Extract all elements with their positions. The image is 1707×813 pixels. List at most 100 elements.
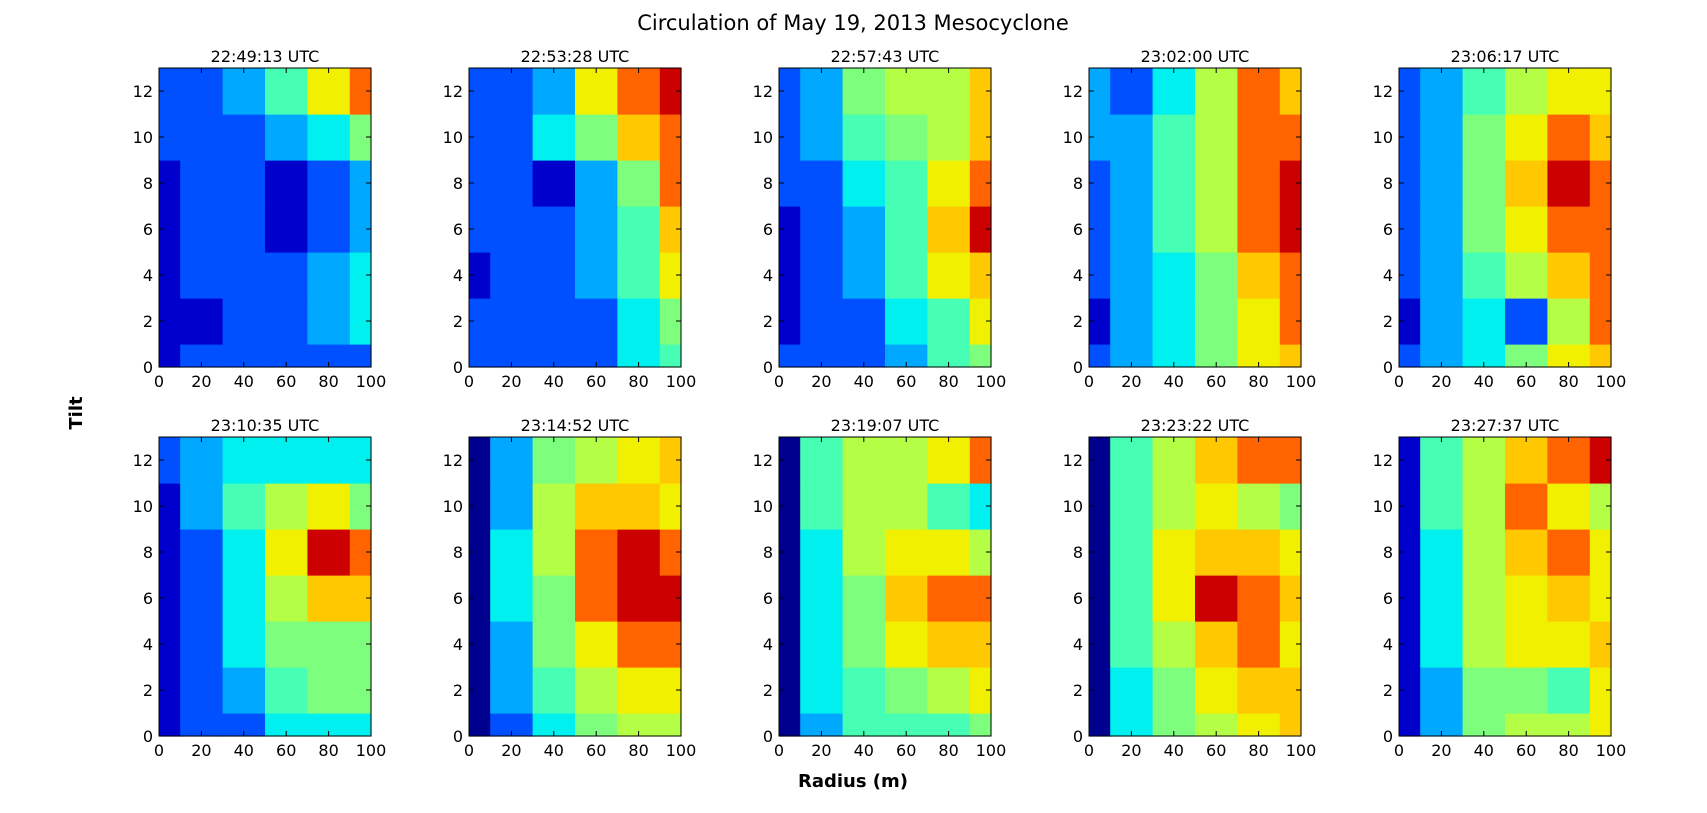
heat-cell xyxy=(469,298,491,345)
x-tick-label: 80 xyxy=(628,372,648,391)
y-tick-label: 4 xyxy=(763,635,773,654)
heat-cell xyxy=(469,68,491,115)
heat-cell xyxy=(1237,575,1281,622)
heat-cell xyxy=(1420,621,1464,668)
y-tick-label: 4 xyxy=(143,266,153,285)
heat-cell xyxy=(1547,252,1591,299)
heat-cell xyxy=(779,713,801,737)
heat-cell xyxy=(1237,114,1281,161)
heat-cell xyxy=(1110,667,1154,714)
x-tick-label: 40 xyxy=(854,372,874,391)
heat-cell xyxy=(800,713,844,737)
x-tick-label: 20 xyxy=(1431,741,1451,760)
heat-cell xyxy=(1547,483,1591,530)
heat-cell xyxy=(659,114,682,161)
heat-cell xyxy=(1110,114,1154,161)
heat-cell xyxy=(159,160,181,207)
heat-cell xyxy=(1110,529,1154,576)
heat-cell xyxy=(1110,437,1154,484)
heat-cell xyxy=(927,483,971,530)
heat-cell xyxy=(885,160,928,207)
heat-cell xyxy=(1462,252,1506,299)
heat-cell xyxy=(1589,68,1612,115)
heat-cell xyxy=(349,160,372,207)
x-tick-label: 80 xyxy=(318,372,338,391)
y-tick-label: 0 xyxy=(763,727,773,746)
y-tick-label: 10 xyxy=(133,497,153,516)
y-tick-label: 6 xyxy=(143,220,153,239)
x-tick-label: 100 xyxy=(666,372,697,391)
heat-cell xyxy=(180,252,224,299)
y-tick-label: 12 xyxy=(1373,82,1393,101)
heat-cell xyxy=(1462,529,1506,576)
heat-cell xyxy=(1195,114,1238,161)
heat-cell xyxy=(180,114,224,161)
heat-cell xyxy=(1589,667,1612,714)
heat-cell xyxy=(222,252,266,299)
heat-cell xyxy=(1195,575,1238,622)
heat-cell xyxy=(842,437,886,484)
y-tick-label: 8 xyxy=(143,174,153,193)
heat-cell xyxy=(1547,344,1591,368)
heat-cell xyxy=(1505,344,1548,368)
heat-cell xyxy=(265,298,308,345)
heat-cell xyxy=(1152,160,1196,207)
heat-cell xyxy=(659,575,682,622)
y-tick-label: 12 xyxy=(1063,82,1083,101)
heat-cell xyxy=(1152,437,1196,484)
y-tick-label: 2 xyxy=(1073,312,1083,331)
heat-cell xyxy=(1195,68,1238,115)
heat-cell xyxy=(927,114,971,161)
heat-cell xyxy=(1152,529,1196,576)
heat-cell xyxy=(1089,298,1111,345)
heat-cell xyxy=(659,483,682,530)
x-tick-label: 40 xyxy=(1474,372,1494,391)
heat-cell xyxy=(265,114,308,161)
heat-cell xyxy=(532,483,576,530)
heat-cell xyxy=(1195,713,1238,737)
heat-cell xyxy=(1279,529,1302,576)
x-tick-label: 80 xyxy=(938,741,958,760)
heat-cell xyxy=(1152,68,1196,115)
x-tick-label: 0 xyxy=(1394,741,1404,760)
heat-cell xyxy=(1589,437,1612,484)
x-tick-label: 100 xyxy=(1596,372,1627,391)
heat-cell xyxy=(1152,575,1196,622)
x-tick-label: 20 xyxy=(811,372,831,391)
y-tick-label: 12 xyxy=(133,451,153,470)
panel: 23:10:35 UTC 0 20 40 60 80 100 0 2 4 6 8 10 12 xyxy=(133,416,387,760)
heat-cell xyxy=(575,437,618,484)
heat-cell xyxy=(469,437,491,484)
x-tick-label: 100 xyxy=(976,372,1007,391)
heat-cell xyxy=(927,344,971,368)
heat-cell xyxy=(779,344,801,368)
y-tick-label: 12 xyxy=(1063,451,1083,470)
heat-cell xyxy=(885,206,928,253)
heat-cell xyxy=(1152,713,1196,737)
panel: 23:06:17 UTC 0 20 40 60 80 100 0 2 4 6 8 10 12 xyxy=(1373,47,1627,391)
x-tick-label: 20 xyxy=(811,741,831,760)
heat-cell xyxy=(575,575,618,622)
heat-cell xyxy=(842,206,886,253)
heat-cell xyxy=(1089,529,1111,576)
heat-cell xyxy=(349,298,372,345)
x-tick-label: 0 xyxy=(774,741,784,760)
heat-cell xyxy=(490,529,534,576)
x-tick-label: 80 xyxy=(628,741,648,760)
heat-cell xyxy=(885,483,928,530)
heat-cell xyxy=(617,621,661,668)
heat-cell xyxy=(659,298,682,345)
heat-cell xyxy=(307,160,351,207)
heat-cell xyxy=(617,575,661,622)
heat-cell xyxy=(1420,529,1464,576)
heat-cell xyxy=(532,529,576,576)
heat-cell xyxy=(1462,621,1506,668)
heat-cell xyxy=(1089,160,1111,207)
panel-title: 22:49:13 UTC xyxy=(211,47,320,66)
heat-cell xyxy=(349,621,372,668)
heat-cell xyxy=(469,114,491,161)
heat-cell xyxy=(1505,252,1548,299)
heat-cell xyxy=(842,667,886,714)
x-tick-label: 20 xyxy=(501,741,521,760)
y-tick-label: 6 xyxy=(763,220,773,239)
